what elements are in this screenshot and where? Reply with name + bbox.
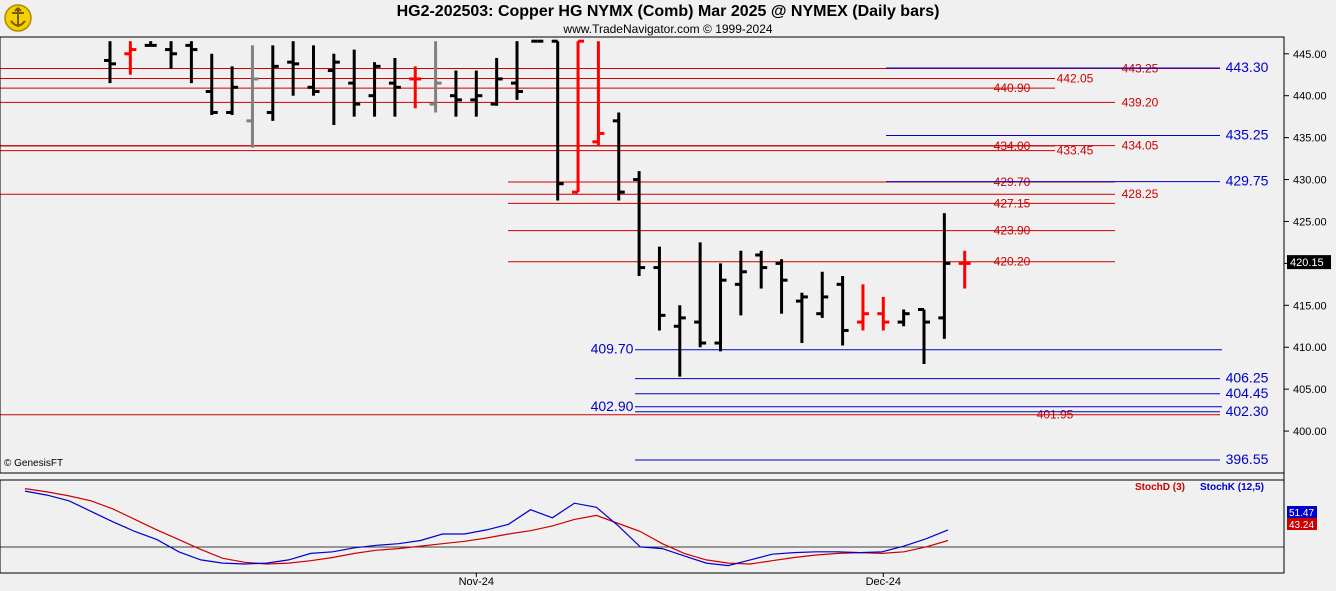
ohlc-bar bbox=[307, 45, 320, 96]
level-label: 404.45 bbox=[1226, 385, 1269, 401]
ohlc-bar bbox=[694, 242, 707, 348]
x-tick-label: Dec-24 bbox=[866, 576, 901, 588]
stochastic-value-label: 51.47 bbox=[1289, 508, 1314, 519]
current-price-tag bbox=[1287, 255, 1331, 270]
ohlc-bar bbox=[348, 49, 361, 117]
ohlc-bar bbox=[572, 39, 585, 194]
ohlc-bar bbox=[612, 112, 625, 201]
y-tick-label: 445.00 bbox=[1293, 49, 1327, 61]
ohlc-bar bbox=[938, 213, 951, 339]
ohlc-bar bbox=[673, 305, 686, 377]
level-label: 428.25 bbox=[1122, 187, 1159, 201]
y-tick-label: 400.00 bbox=[1293, 426, 1327, 438]
ohlc-bar bbox=[816, 271, 829, 318]
ohlc-bar bbox=[734, 250, 747, 316]
ohlc-bar bbox=[714, 263, 727, 352]
data-credit: © GenesisFT bbox=[4, 458, 64, 469]
ohlc-bar bbox=[449, 70, 462, 117]
level-label: 401.95 bbox=[1037, 408, 1074, 422]
axes: 445.00440.00435.00430.00425.00420.00415.… bbox=[0, 36, 1331, 588]
ohlc-bar bbox=[490, 57, 503, 106]
level-label: 402.90 bbox=[591, 398, 634, 414]
level-label: 420.20 bbox=[994, 255, 1031, 269]
ohlc-bar bbox=[246, 45, 259, 148]
level-label: 429.75 bbox=[1226, 173, 1269, 189]
ohlc-bar bbox=[429, 41, 442, 113]
level-label: 427.15 bbox=[994, 196, 1031, 210]
ohlc-bar bbox=[877, 296, 890, 331]
ohlc-bar bbox=[185, 41, 198, 84]
ohlc-bar bbox=[653, 246, 666, 331]
y-tick-label: 430.00 bbox=[1293, 175, 1327, 187]
ohlc-bar bbox=[755, 250, 768, 289]
y-tick-label: 435.00 bbox=[1293, 133, 1327, 145]
stochastic-legend-entry: StochK (12,5) bbox=[1200, 482, 1264, 493]
level-label: 423.90 bbox=[994, 224, 1031, 238]
y-tick-label: 410.00 bbox=[1293, 342, 1327, 354]
ohlc-bar bbox=[104, 41, 116, 84]
y-tick-label: 425.00 bbox=[1293, 216, 1327, 228]
ohlc-bar bbox=[327, 53, 340, 126]
ohlc-bar bbox=[592, 41, 605, 146]
level-label: 409.70 bbox=[591, 341, 634, 357]
level-label: 406.25 bbox=[1226, 370, 1269, 386]
level-label: 434.05 bbox=[1122, 139, 1159, 153]
current-price-label: 420.15 bbox=[1290, 257, 1324, 269]
level-label: 439.20 bbox=[1122, 95, 1159, 109]
ohlc-bar bbox=[124, 41, 137, 75]
ohlc-bar bbox=[918, 308, 930, 364]
ohlc-bar bbox=[958, 250, 971, 289]
stochastic-legend-entry: StochD (3) bbox=[1135, 482, 1185, 493]
ohlc-bar bbox=[775, 259, 788, 314]
ohlc-bar bbox=[795, 292, 808, 344]
stochastic-value-tag bbox=[1287, 518, 1317, 530]
ohlc-bar bbox=[897, 309, 910, 327]
ohlc-bar bbox=[409, 66, 422, 109]
level-label: 396.55 bbox=[1226, 451, 1269, 467]
stochastic-series-line bbox=[24, 488, 949, 565]
ohlc-bar bbox=[388, 57, 401, 117]
ohlc-bar bbox=[836, 275, 849, 346]
x-tick-label: Nov-24 bbox=[459, 576, 494, 588]
trade-navigator-logo-icon bbox=[3, 3, 33, 33]
level-label: 433.45 bbox=[1057, 144, 1094, 158]
stochastic-series-line bbox=[24, 490, 949, 567]
level-label: 440.90 bbox=[994, 81, 1031, 95]
ohlc-bar bbox=[470, 70, 483, 117]
stochastic-panel-border bbox=[0, 479, 1285, 574]
ohlc-bar bbox=[287, 41, 300, 96]
ohlc-bar bbox=[856, 284, 869, 331]
ohlc-bar bbox=[633, 171, 646, 276]
stochastic-value-tag bbox=[1287, 506, 1317, 518]
level-label: 443.30 bbox=[1226, 59, 1269, 75]
stochastic-panel: StochD (3) StochK (12,5) bbox=[0, 482, 1284, 567]
level-label: 402.30 bbox=[1226, 403, 1269, 419]
chart-title: HG2-202503: Copper HG NYMX (Comb) Mar 20… bbox=[396, 3, 940, 20]
y-tick-label: 440.00 bbox=[1293, 91, 1327, 103]
y-tick-label: 415.00 bbox=[1293, 300, 1327, 312]
level-label: 435.25 bbox=[1226, 127, 1269, 143]
ohlc-bar bbox=[226, 66, 239, 115]
chart-subtitle: www.TradeNavigator.com © 1999-2024 bbox=[563, 22, 773, 36]
ohlc-bar bbox=[165, 41, 178, 69]
ohlc-bar bbox=[144, 41, 157, 47]
y-tick-label: 405.00 bbox=[1293, 384, 1327, 396]
level-label: 434.00 bbox=[994, 139, 1031, 153]
ohlc-bar bbox=[511, 41, 523, 100]
ohlc-bar bbox=[551, 39, 564, 201]
ohlc-bar bbox=[205, 53, 218, 115]
level-label: 442.05 bbox=[1057, 72, 1094, 86]
ohlc-bar bbox=[368, 62, 381, 117]
stochastic-value-label: 43.24 bbox=[1289, 520, 1314, 531]
ohlc-bar bbox=[266, 45, 279, 121]
